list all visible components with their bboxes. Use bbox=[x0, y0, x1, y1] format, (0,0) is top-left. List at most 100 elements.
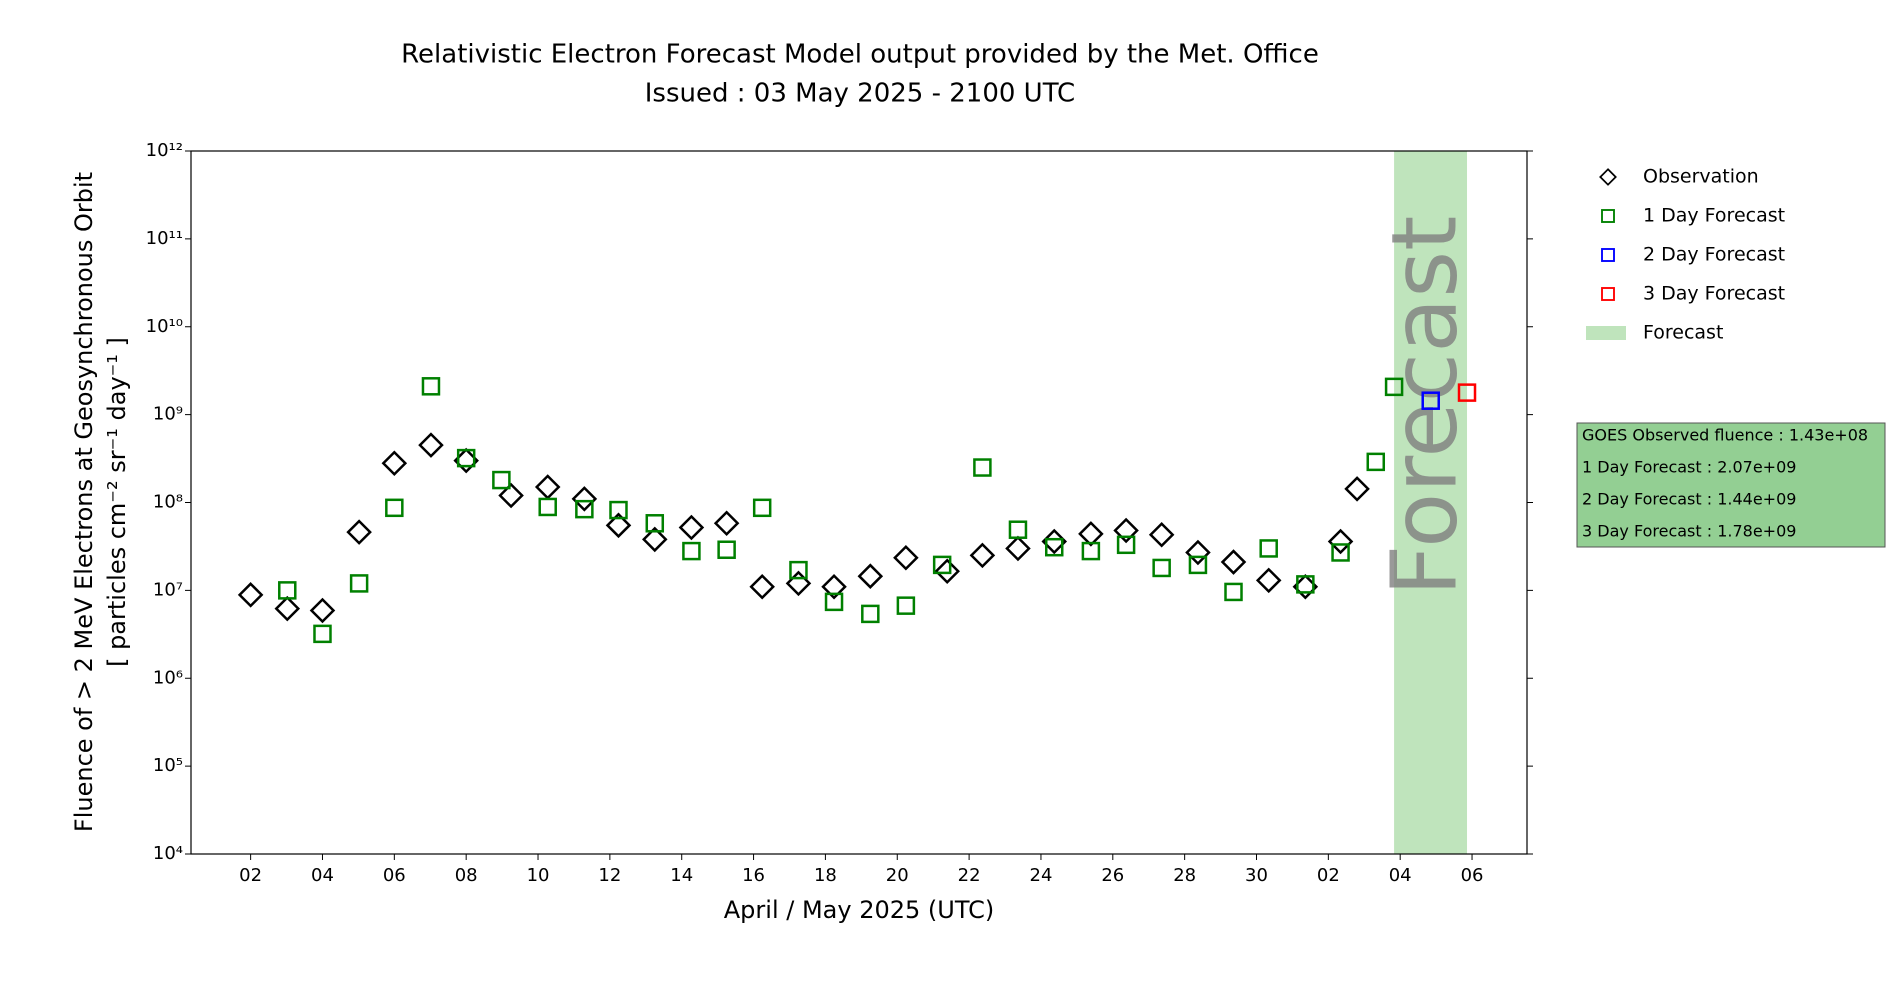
info-box bbox=[1576, 422, 1886, 548]
y-tick-label: 10¹⁰ bbox=[146, 316, 183, 337]
square-marker bbox=[932, 555, 952, 575]
x-tick-label: 14 bbox=[670, 865, 693, 886]
square-marker bbox=[609, 500, 628, 520]
chart-title: Relativistic Electron Forecast Model out… bbox=[401, 40, 1319, 70]
y-tick-label: 10⁵ bbox=[153, 755, 183, 776]
diamond-marker bbox=[237, 582, 264, 608]
diamond-marker bbox=[1255, 567, 1282, 594]
x-tick-label: 16 bbox=[742, 865, 765, 886]
legend-label: Forecast bbox=[1643, 322, 1723, 344]
diamond-marker bbox=[934, 558, 960, 585]
diamond-marker bbox=[642, 526, 668, 553]
diamond-marker bbox=[346, 519, 372, 545]
diamond-marker bbox=[1185, 539, 1211, 566]
legend-marker bbox=[1601, 209, 1615, 223]
x-tick-label: 26 bbox=[1101, 865, 1124, 886]
square-marker bbox=[278, 581, 297, 600]
info-line: 1 Day Forecast : 2.07e+09 bbox=[1582, 458, 1796, 477]
square-marker bbox=[1116, 535, 1136, 555]
chart-subtitle: Issued : 03 May 2025 - 2100 UTC bbox=[645, 79, 1075, 109]
square-marker bbox=[349, 574, 369, 593]
info-line: 2 Day Forecast : 1.44e+09 bbox=[1582, 490, 1796, 509]
legend-marker bbox=[1601, 248, 1615, 262]
y-tick-label: 10⁶ bbox=[153, 667, 183, 688]
square-marker bbox=[1152, 558, 1171, 578]
diamond-marker bbox=[893, 544, 919, 571]
plot-frame bbox=[190, 150, 1528, 855]
y-tick-label: 10¹¹ bbox=[146, 228, 183, 249]
square-marker bbox=[1224, 582, 1243, 602]
y-tick-label: 10¹² bbox=[146, 140, 183, 161]
diamond-marker bbox=[1005, 535, 1031, 562]
square-marker bbox=[861, 604, 880, 624]
square-marker bbox=[538, 497, 557, 517]
square-marker bbox=[645, 514, 665, 533]
square-marker bbox=[1457, 383, 1477, 402]
diamond-marker bbox=[821, 573, 847, 600]
x-tick-label: 22 bbox=[958, 865, 981, 886]
x-tick-label: 02 bbox=[1317, 865, 1340, 886]
square-marker bbox=[717, 540, 736, 559]
x-tick-label: 04 bbox=[1389, 865, 1412, 886]
square-marker bbox=[575, 499, 594, 519]
square-marker bbox=[1044, 537, 1064, 557]
square-marker bbox=[1188, 555, 1208, 575]
x-axis-label: April / May 2025 (UTC) bbox=[724, 896, 994, 924]
x-tick-label: 24 bbox=[1030, 865, 1053, 886]
x-tick-label: 04 bbox=[311, 865, 334, 886]
legend-marker bbox=[1599, 168, 1617, 186]
square-marker bbox=[1366, 452, 1386, 472]
square-marker bbox=[1384, 377, 1404, 397]
square-marker bbox=[973, 458, 992, 477]
diamond-marker bbox=[1078, 521, 1104, 547]
y-tick-label: 10⁹ bbox=[153, 404, 183, 425]
diamond-marker bbox=[1220, 549, 1247, 575]
diamond-marker bbox=[1113, 517, 1139, 544]
y-tick-label: 10⁴ bbox=[153, 843, 183, 864]
diamond-marker bbox=[969, 542, 996, 569]
y-axis-label: Fluence of > 2 MeV Electrons at Geosynch… bbox=[70, 172, 98, 832]
square-marker bbox=[789, 560, 808, 580]
x-tick-label: 28 bbox=[1173, 865, 1196, 886]
square-marker bbox=[824, 592, 844, 612]
legend-label: 2 Day Forecast bbox=[1643, 244, 1785, 266]
legend-label: Observation bbox=[1643, 166, 1759, 188]
y-axis-label: [ particles cm⁻² sr⁻¹ day⁻¹ ] bbox=[103, 337, 131, 667]
diamond-marker bbox=[309, 597, 336, 624]
diamond-marker bbox=[749, 573, 775, 600]
square-marker bbox=[492, 470, 511, 490]
square-marker bbox=[1296, 575, 1315, 594]
x-tick-label: 08 bbox=[455, 865, 478, 886]
square-marker bbox=[1008, 520, 1028, 539]
diamond-marker bbox=[1344, 476, 1370, 502]
square-marker bbox=[1081, 541, 1101, 561]
square-marker bbox=[682, 541, 701, 561]
diamond-marker bbox=[1327, 528, 1354, 555]
diamond-marker bbox=[1041, 528, 1068, 555]
y-tick-label: 10⁷ bbox=[153, 579, 183, 600]
square-marker bbox=[896, 596, 916, 615]
legend-label: 3 Day Forecast bbox=[1643, 283, 1785, 305]
x-tick-label: 12 bbox=[598, 865, 621, 886]
legend-label: 1 Day Forecast bbox=[1643, 205, 1785, 227]
diamond-marker bbox=[571, 486, 598, 512]
x-tick-label: 02 bbox=[239, 865, 262, 886]
square-marker bbox=[313, 624, 332, 644]
forecast-span bbox=[1394, 151, 1468, 854]
square-marker bbox=[1259, 539, 1278, 558]
x-tick-label: 18 bbox=[814, 865, 837, 886]
x-tick-label: 30 bbox=[1245, 865, 1268, 886]
diamond-marker bbox=[605, 512, 632, 539]
legend-marker bbox=[1601, 287, 1615, 301]
square-marker bbox=[752, 498, 772, 518]
y-tick-label: 10⁸ bbox=[153, 492, 183, 513]
diamond-marker bbox=[498, 482, 524, 509]
diamond-marker bbox=[857, 563, 884, 589]
diamond-marker bbox=[1148, 521, 1175, 548]
diamond-marker bbox=[678, 514, 705, 541]
diamond-marker bbox=[534, 474, 561, 500]
x-tick-label: 06 bbox=[1461, 865, 1484, 886]
diamond-marker bbox=[381, 450, 408, 476]
